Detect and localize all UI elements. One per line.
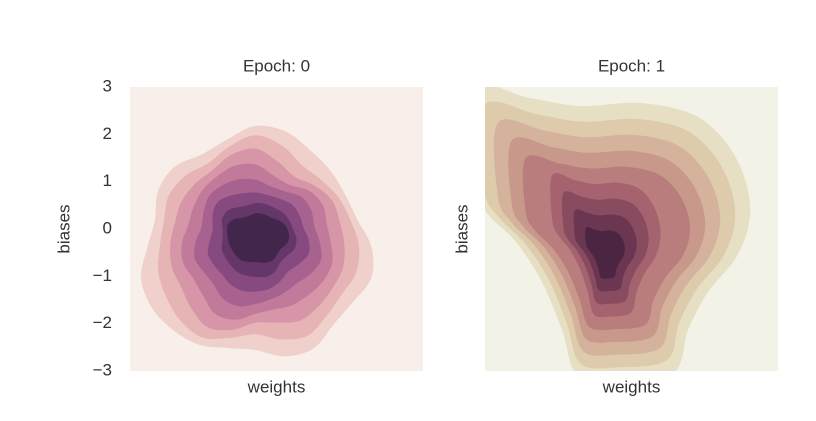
y-tick-label: 1 xyxy=(103,171,112,190)
y-tick-label: 2 xyxy=(103,124,112,143)
x-axis-label: weights xyxy=(602,377,661,396)
plot-area xyxy=(130,87,423,371)
chart-title: Epoch: 1 xyxy=(598,56,665,75)
density-contour xyxy=(585,227,625,279)
y-tick-label: 3 xyxy=(103,76,112,95)
y-tick-label: −1 xyxy=(93,266,112,285)
y-tick-label: 0 xyxy=(103,218,112,237)
y-axis-label: biases xyxy=(452,204,471,253)
y-axis-label: biases xyxy=(54,204,73,253)
y-tick-label: −2 xyxy=(93,313,112,332)
chart-title: Epoch: 0 xyxy=(243,56,310,75)
y-tick-label: −3 xyxy=(93,360,112,379)
plot-area xyxy=(485,87,778,371)
x-axis-label: weights xyxy=(247,377,306,396)
density-contour xyxy=(227,213,290,263)
